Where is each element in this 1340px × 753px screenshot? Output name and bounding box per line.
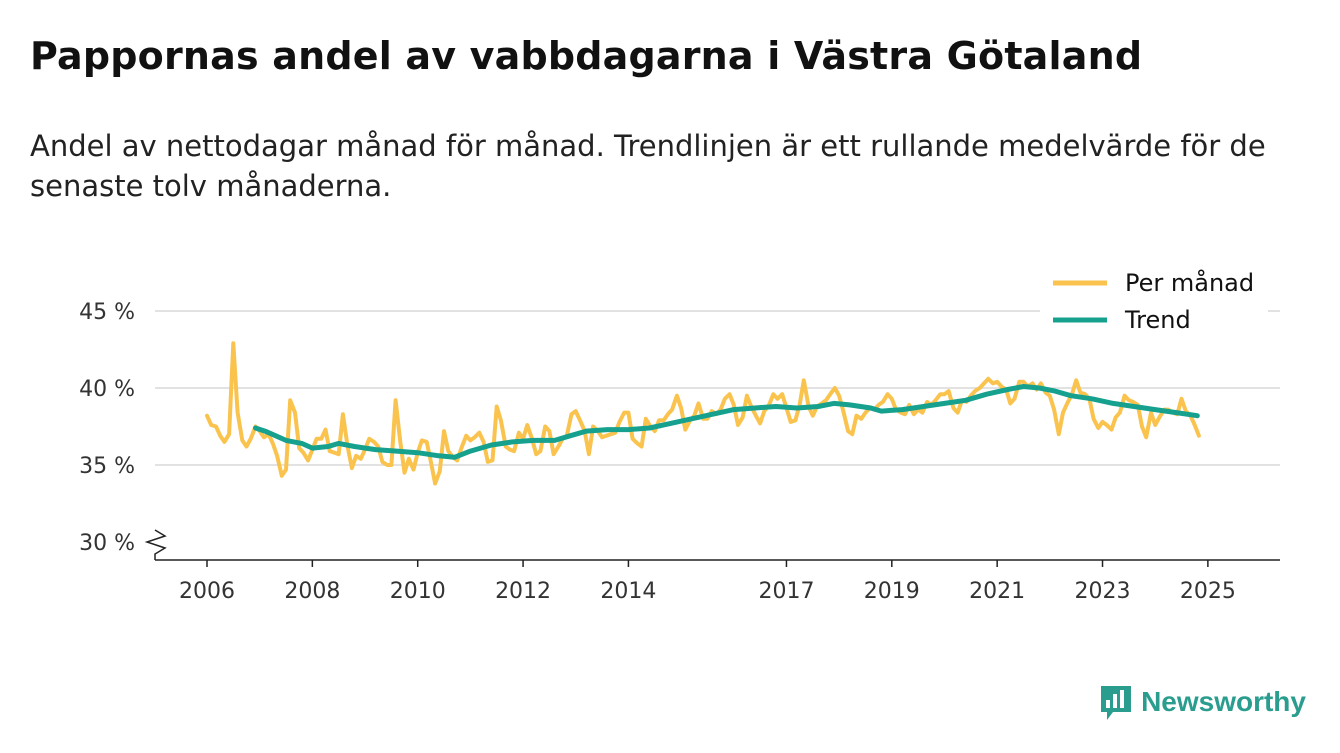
page-title: Pappornas andel av vabbdagarna i Västra … [30, 34, 1143, 78]
brand-name: Newsworthy [1141, 686, 1306, 717]
x-tick-label: 2010 [390, 579, 446, 604]
x-tick-label: 2025 [1180, 579, 1236, 604]
x-tick-label: 2012 [495, 579, 551, 604]
legend-label: Per månad [1125, 268, 1254, 297]
series-line-per-manad [205, 341, 1201, 486]
legend-background [1040, 264, 1268, 342]
y-tick-label: 45 % [79, 300, 135, 325]
brand-logo: Newsworthy [1099, 682, 1306, 722]
axis-break-icon [144, 529, 167, 560]
newsworthy-logo-icon [1101, 686, 1132, 720]
x-tick-label: 2019 [864, 579, 920, 604]
x-tick-label: 2006 [179, 579, 235, 604]
y-axis: 30 % 35 % 40 % 45 % [79, 300, 167, 560]
series-line-trend [253, 384, 1200, 460]
x-tick-label: 2023 [1075, 579, 1131, 604]
y-tick-label: 40 % [79, 377, 135, 402]
y-tick-label: 30 % [79, 531, 135, 556]
x-tick-label: 2014 [600, 579, 656, 604]
legend: Per månad Trend [1040, 264, 1268, 342]
x-axis: 2006 2008 2010 2012 2014 2017 2019 2021 2023 2025 [155, 559, 1280, 604]
y-tick-label: 35 % [79, 454, 135, 479]
legend-label: Trend [1124, 306, 1191, 334]
x-tick-label: 2017 [758, 579, 814, 604]
x-tick-label: 2008 [284, 579, 340, 604]
series-group [205, 341, 1201, 486]
chart-subtitle: Andel av nettodagar månad för månad. Tre… [30, 129, 1266, 203]
x-tick-label: 2021 [969, 579, 1025, 604]
